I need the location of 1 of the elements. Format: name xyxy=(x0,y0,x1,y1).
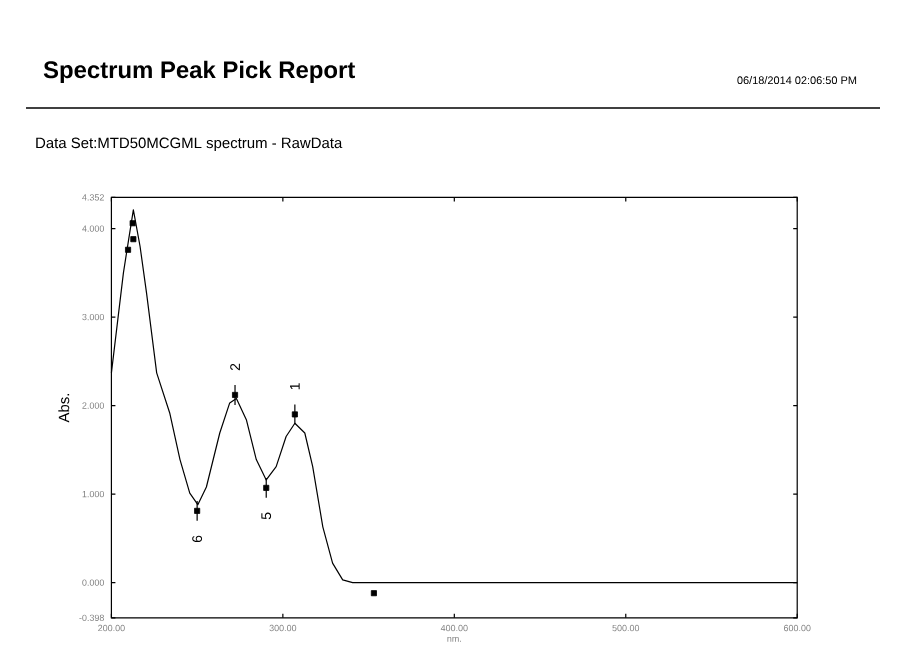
chart-title: Spectrum Peak Pick Report xyxy=(43,60,355,83)
